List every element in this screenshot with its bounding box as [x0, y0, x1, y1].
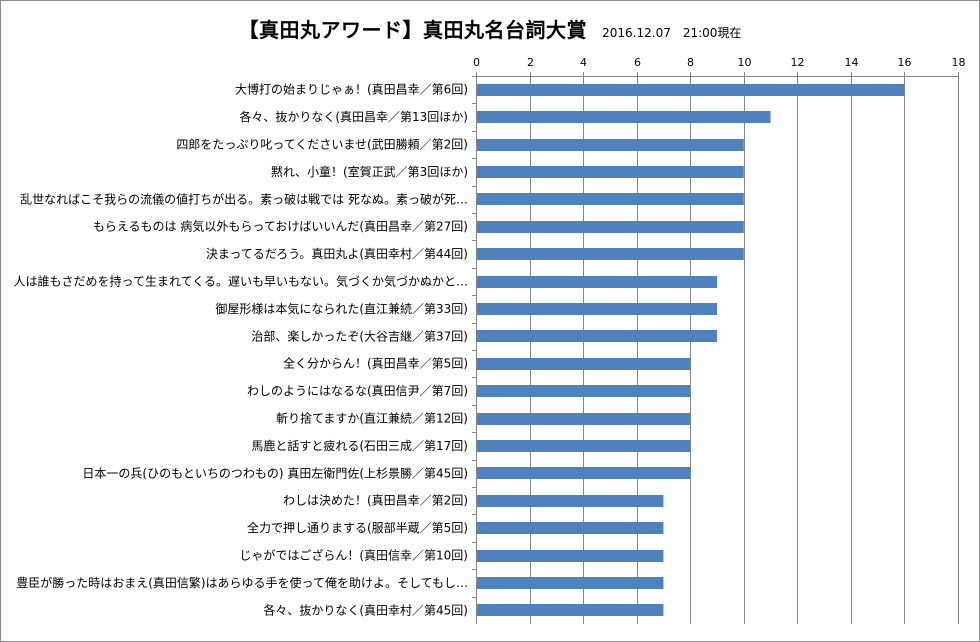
bar	[477, 385, 691, 397]
category-label: 四郎をたっぷり叱ってくださいませ(武田勝頼／第2回)	[176, 137, 468, 152]
chart-title: 【真田丸アワード】真田丸名台詞大賞	[238, 18, 588, 42]
bar	[477, 248, 744, 260]
bar	[477, 495, 664, 507]
bar	[477, 111, 771, 123]
bar	[477, 330, 717, 342]
bar	[477, 440, 691, 452]
x-axis-ticks: 0 2 4 6 8 10 12 14 16 18	[473, 56, 966, 77]
category-labels: 大博打の始まりじゃぁ！(真田昌幸／第6回) 各々、抜かりなく(真田昌幸／第13回ほ…	[14, 76, 476, 617]
x-tick-label: 6	[634, 56, 641, 69]
category-label: 斬り捨てますか(直江兼続／第12回)	[276, 411, 468, 426]
bar	[477, 276, 717, 288]
category-label: 御屋形様は本気になられた(直江兼続／第33回)	[215, 301, 468, 316]
bar	[477, 166, 744, 178]
x-tick-label: 18	[952, 56, 966, 69]
gridlines	[530, 76, 959, 624]
x-tick-label: 0	[473, 56, 480, 69]
x-tick-label: 14	[845, 56, 859, 69]
category-label: 全力で押し通りまする(服部半蔵／第5回)	[247, 520, 468, 535]
category-label: わしは決めた！(真田昌幸／第2回)	[283, 494, 468, 508]
bar	[477, 84, 905, 96]
x-tick-label: 8	[687, 56, 694, 69]
category-label: 大博打の始まりじゃぁ！(真田昌幸／第6回)	[235, 82, 468, 97]
category-label: 乱世なればこそ我らの流儀の値打ちが出る。素っ破は戦では 死なぬ。素っ破が死…	[20, 191, 468, 206]
category-label: 馬鹿と話すと疲れる(石田三成／第17回)	[251, 438, 468, 453]
x-tick-label: 12	[791, 56, 805, 69]
bar	[477, 358, 691, 370]
category-label: もらえるものは 病気以外もらっておけばいいんだ(真田昌幸／第27回)	[93, 219, 468, 234]
category-label: 各々、抜かりなく(真田幸村／第45回)	[263, 602, 468, 617]
category-label: わしのようにはなるな(真田信尹／第7回)	[247, 384, 468, 398]
category-label: 治部、楽しかったぞ(大谷吉継／第37回)	[251, 328, 468, 343]
bar	[477, 413, 691, 425]
bar	[477, 139, 744, 151]
bars	[477, 84, 905, 616]
category-label: 豊臣が勝った時はおまえ(真田信繁)はあらゆる手を使って俺を助けよ。そしてもし…	[16, 575, 468, 590]
category-label: じゃがではござらん！(真田信幸／第10回)	[239, 548, 468, 563]
bar	[477, 550, 664, 562]
bar	[477, 467, 691, 479]
x-tick-label: 2	[527, 56, 534, 69]
category-label: 決まってるだろう。真田丸よ(真田幸村／第44回)	[206, 247, 468, 261]
x-tick-label: 10	[738, 56, 752, 69]
bar	[477, 577, 664, 589]
category-label: 各々、抜かりなく(真田昌幸／第13回ほか)	[239, 109, 468, 124]
bar	[477, 522, 664, 534]
bar	[477, 604, 664, 616]
x-tick-label: 4	[580, 56, 587, 69]
category-label: 全く分からん！(真田昌幸／第5回)	[283, 356, 468, 371]
title-row: 【真田丸アワード】真田丸名台詞大賞 2016.12.07 21:00現在	[0, 14, 980, 43]
chart-subtitle: 2016.12.07 21:00現在	[602, 26, 742, 40]
bar	[477, 303, 717, 315]
category-label: 人は誰もさだめを持って生まれてくる。遅いも早いもない。気づくか気づかぬかと…	[14, 274, 468, 289]
category-label: 黙れ、小童！(室賀正武／第3回ほか)	[271, 164, 468, 179]
category-label: 日本一の兵(ひのもといちのつわもの) 真田左衛門佐(上杉景勝／第45回)	[82, 465, 468, 480]
bar	[477, 221, 744, 233]
bar	[477, 193, 744, 205]
x-tick-label: 16	[898, 56, 912, 69]
